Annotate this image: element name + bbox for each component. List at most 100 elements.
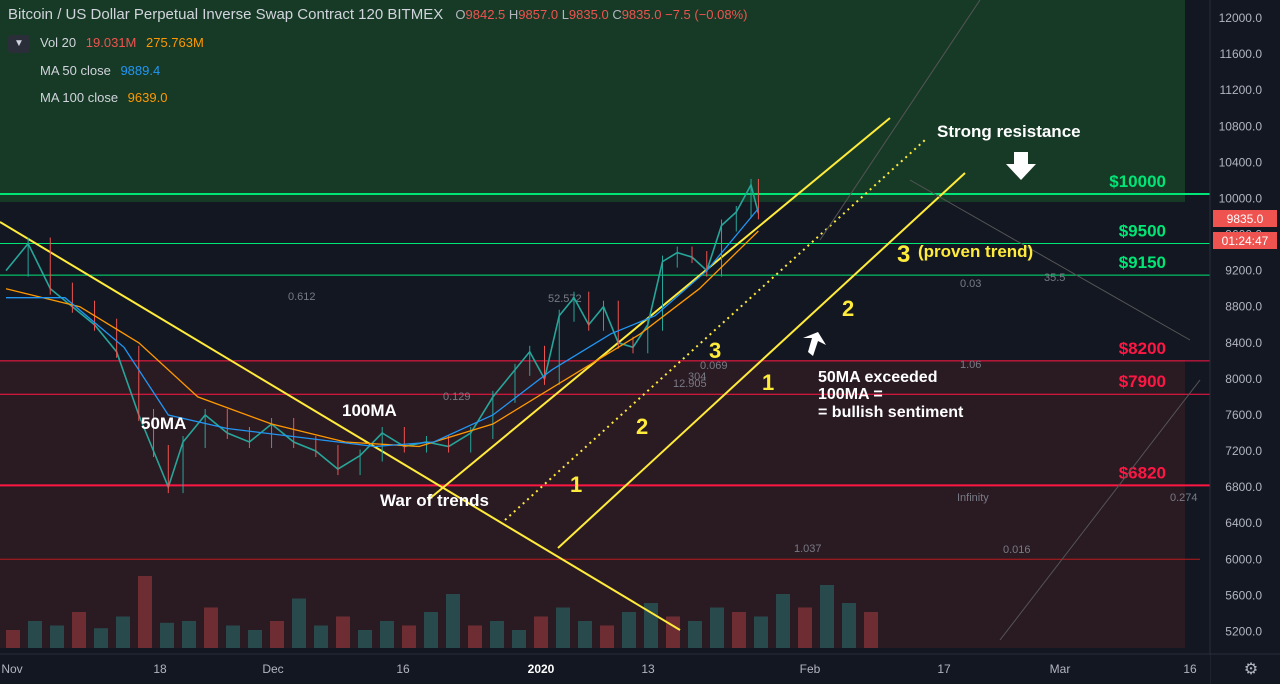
downtrend-line [0, 221, 681, 631]
time-tick-6: Feb [800, 662, 821, 676]
channel-upper-line [427, 117, 891, 501]
guide-line-3 [999, 379, 1201, 641]
low-value: 9835.0 [568, 7, 609, 22]
guide-line-2 [909, 179, 1191, 341]
ma100-indicator[interactable]: MA 100 close 9639.0 [40, 90, 167, 105]
volume-bar [336, 616, 350, 648]
ma50-value: 9889.4 [120, 63, 161, 78]
volume-bar [94, 628, 108, 648]
horizontal-levels: $10000 $9500 $9150 $8200 $7900 $6820 [0, 172, 1210, 560]
price-tick-9: 8400.0 [1225, 336, 1262, 350]
fib-label-11: 304 [688, 371, 706, 383]
volume-bar [688, 621, 702, 648]
chevron-down-icon: ▼ [14, 38, 24, 49]
high-label: H [508, 7, 519, 22]
volume-bars [6, 576, 878, 648]
volume-bar [820, 585, 834, 648]
level-label-0: $10000 [1109, 172, 1166, 191]
level-label-3: $8200 [1119, 339, 1166, 358]
volume-bar [116, 616, 130, 648]
support-zone [0, 360, 1185, 648]
proven-trend-label: (proven trend) [918, 242, 1033, 261]
wave-count-2a: 2 [636, 414, 648, 439]
open-value: 9842.5 [465, 7, 506, 22]
fib-label-1: 52.572 [548, 293, 582, 305]
change-value: −7.5 (−0.08%) [665, 7, 748, 22]
price-tick-17: 5200.0 [1225, 624, 1262, 638]
vol-value-2: 275.763M [146, 35, 204, 50]
time-axis-panel[interactable] [0, 654, 1210, 684]
level-label-4: $7900 [1119, 372, 1166, 391]
wave-count-3a: 3 [709, 338, 721, 363]
high-value: 9857.0 [518, 7, 559, 22]
price-tick-3: 10800.0 [1219, 119, 1263, 133]
volume-bar [314, 625, 328, 648]
volume-bar [6, 630, 20, 648]
price-tick-16: 5600.0 [1225, 588, 1262, 602]
volume-bar [490, 621, 504, 648]
price-tick-12: 7200.0 [1225, 444, 1262, 458]
interval-label[interactable]: 120 [358, 6, 384, 23]
time-tick-0: Nov [1, 662, 22, 676]
settings-gear-icon[interactable]: ⚙ [1243, 661, 1259, 678]
strong-resistance-label: Strong resistance [937, 122, 1081, 141]
close-label: C [612, 7, 622, 22]
ma100-label: 100MA [342, 401, 397, 420]
price-axis-panel[interactable] [1210, 0, 1280, 684]
ma50-indicator[interactable]: MA 50 close 9889.4 [40, 63, 160, 78]
exchange-label: BITMEX [387, 6, 444, 23]
volume-bar [28, 621, 42, 648]
volume-bar [358, 630, 372, 648]
war-of-trends-label: War of trends [380, 491, 489, 510]
price-tick-8: 8800.0 [1225, 300, 1262, 314]
volume-bar [622, 612, 636, 648]
ma100-line [5, 230, 759, 448]
price-tick-10: 8000.0 [1225, 372, 1262, 386]
level-label-5: $6820 [1119, 463, 1166, 482]
fib-label-12: 35.5 [1044, 272, 1065, 284]
volume-bar [754, 616, 768, 648]
volume-bar [380, 621, 394, 648]
last-price-text: 9835.0 [1227, 212, 1264, 226]
symbol-title[interactable]: Bitcoin / US Dollar Perpetual Inverse Sw… [8, 6, 354, 23]
collapse-indicators-button[interactable]: ▼ [8, 35, 30, 53]
fib-label-4: 0.069 [700, 360, 728, 372]
volume-bar [512, 630, 526, 648]
time-tick-9: 16 [1183, 662, 1197, 676]
last-price-badge [1213, 210, 1277, 227]
volume-indicator[interactable]: Vol 20 19.031M 275.763M [40, 35, 204, 50]
close-value: 9835.0 [621, 7, 662, 22]
wave-count-3b: 3 [897, 241, 910, 268]
volume-bar [248, 630, 262, 648]
time-tick-4: 2020 [528, 662, 555, 676]
volume-bar [776, 594, 790, 648]
trend-lines [0, 117, 966, 631]
price-tick-7: 9200.0 [1225, 264, 1262, 278]
volume-bar [226, 625, 240, 648]
time-tick-5: 13 [641, 662, 655, 676]
volume-bar [204, 607, 218, 648]
channel-mid-line [504, 139, 926, 521]
ohlc-values: O9842.5 H9857.0 L9835.0 C9835.0 −7.5 (−0… [455, 7, 747, 22]
time-tick-2: Dec [262, 662, 283, 676]
price-tick-1: 11600.0 [1220, 47, 1263, 61]
fib-label-9: 1.037 [794, 543, 822, 555]
resistance-zone [0, 0, 1185, 202]
volume-bar [534, 616, 548, 648]
volume-bar [798, 607, 812, 648]
ma50-name: MA 50 close [40, 63, 111, 78]
fib-label-0: 0.612 [288, 291, 316, 303]
open-label: O [455, 7, 466, 22]
wave-count-2b: 2 [842, 296, 854, 321]
wave-count-1a: 1 [570, 472, 582, 497]
time-tick-7: 17 [937, 662, 951, 676]
volume-bar [864, 612, 878, 648]
level-label-1: $9500 [1119, 222, 1166, 241]
ma-exceeded-line2: 100MA = [818, 386, 883, 403]
volume-bar [138, 576, 152, 648]
chart-annotations: Strong resistance War of trends 50MA 100… [141, 122, 1081, 510]
level-label-2: $9150 [1119, 253, 1166, 272]
volume-bar [182, 621, 196, 648]
ma-exceeded-line3: = bullish sentiment [818, 404, 964, 421]
